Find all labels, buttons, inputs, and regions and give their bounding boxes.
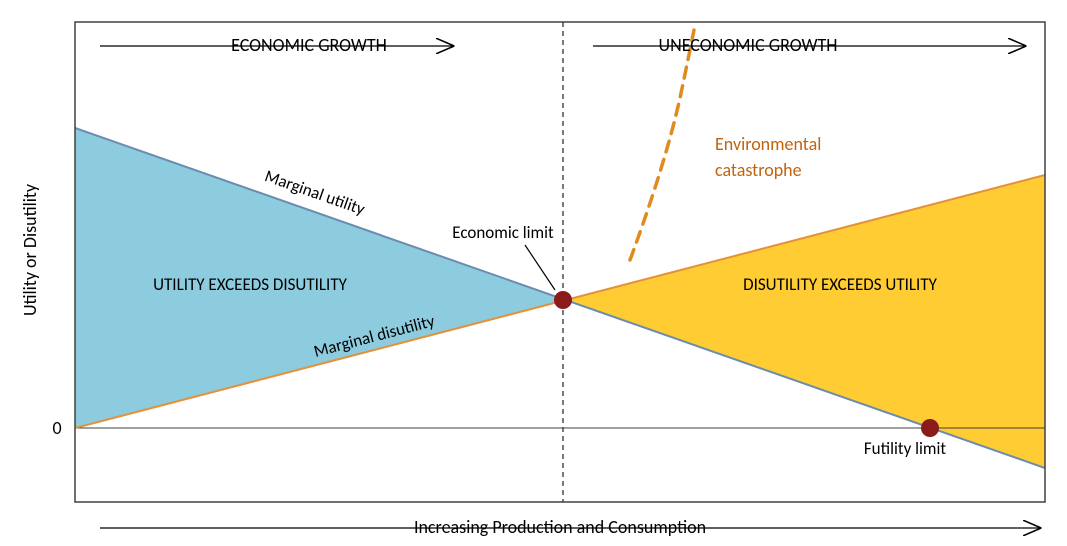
y-axis-title: Utility or Disutility: [19, 183, 41, 316]
economic-limit-leader: [525, 245, 555, 290]
uneconomic-growth-label: UNECONOMIC GROWTH: [659, 34, 838, 56]
utility-exceeds-label: UTILITY EXCEEDS DISUTILITY: [153, 274, 347, 295]
futility-limit-point: [921, 419, 939, 437]
x-axis-title: Increasing Production and Consumption: [414, 516, 706, 538]
disutility-region: [563, 175, 1045, 468]
economic-limit-label: Economic limit: [452, 222, 554, 243]
disutility-exceeds-label: DISUTILITY EXCEEDS UTILITY: [743, 274, 937, 295]
env-catastrophe-line1: Environmental: [715, 133, 821, 155]
futility-limit-label: Futility limit: [864, 438, 947, 459]
economic-limit-point: [554, 291, 572, 309]
env-catastrophe-line2: catastrophe: [715, 159, 802, 181]
economic-growth-label: ECONOMIC GROWTH: [231, 34, 387, 56]
environmental-catastrophe-curve: [630, 30, 694, 260]
y-zero-label: 0: [52, 417, 61, 439]
